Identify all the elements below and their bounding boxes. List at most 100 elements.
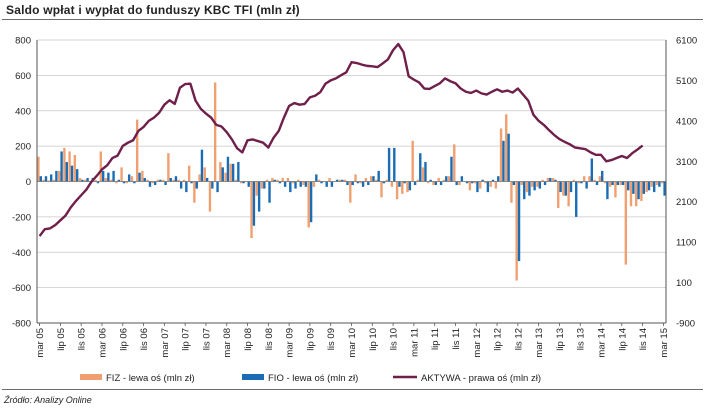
fio-bar — [325, 181, 328, 187]
fio-bar — [122, 181, 126, 184]
aktywa-line — [38, 42, 644, 237]
fio-bar — [361, 181, 365, 187]
x-tick-label: mar 05 — [35, 328, 46, 358]
left-tick-label: -200 — [12, 212, 31, 223]
fio-bar — [148, 181, 152, 187]
fiz-bar — [83, 179, 87, 182]
fio-bar — [309, 181, 313, 223]
fio-bar — [663, 181, 666, 196]
fio-bar — [263, 181, 266, 189]
fio-bar — [387, 147, 391, 182]
x-tick-label: mar 07 — [160, 328, 171, 358]
x-tick-label: mar 11 — [409, 328, 420, 357]
fio-bar — [315, 174, 318, 182]
fiz-bar — [432, 181, 435, 186]
fio-bar — [424, 162, 427, 182]
fiz-bar — [359, 181, 362, 184]
right-tick-label: 100 — [676, 278, 692, 289]
right-tick-label: -900 — [676, 319, 695, 330]
fio-bar — [195, 181, 198, 189]
fiz-bar — [421, 167, 425, 182]
fiz-bar — [447, 176, 451, 182]
fiz-bar — [328, 177, 331, 182]
x-tick-label: lis 12 — [513, 328, 524, 350]
x-tick-label: lip 10 — [368, 328, 379, 351]
fiz-bar — [598, 176, 602, 182]
fio-bar — [616, 181, 620, 186]
fiz-bar — [42, 179, 45, 182]
fio-bar — [393, 147, 396, 182]
fio-bar — [632, 181, 635, 194]
fio-bar — [205, 177, 209, 182]
fio-bar — [621, 181, 625, 186]
fio-bar — [642, 181, 645, 194]
left-tick-label: -400 — [12, 248, 31, 259]
fiz-bar — [104, 177, 108, 182]
fiz-bar — [177, 179, 180, 182]
x-tick-label: lip 09 — [305, 328, 316, 351]
fio-bar — [174, 176, 178, 182]
fiz-bar — [546, 177, 550, 182]
x-tick-label: lis 11 — [451, 328, 462, 349]
fio-bar — [268, 181, 271, 203]
x-tick-label: mar 09 — [285, 328, 296, 358]
fiz-bar — [510, 181, 513, 203]
fio-bar — [413, 181, 417, 186]
fio-bar — [611, 181, 614, 186]
fio-bar — [299, 181, 302, 187]
fio-bar — [252, 181, 256, 226]
fio-bar — [502, 140, 505, 182]
x-tick-label: lis 05 — [77, 328, 88, 350]
fio-bar — [117, 179, 120, 182]
fiz-bar — [369, 176, 373, 182]
fio-bar — [330, 181, 334, 187]
fiz-bar — [260, 181, 264, 189]
fiz-bar — [198, 174, 201, 182]
x-tick-label: lis 09 — [326, 328, 337, 350]
legend-label: FIO - lewa oś (mln zł) — [268, 373, 358, 384]
fio-bar — [491, 179, 495, 182]
right-tick-label: 6100 — [676, 36, 697, 47]
fiz-bar — [609, 181, 612, 187]
x-tick-label: lis 06 — [139, 328, 150, 350]
left-tick-label: 800 — [15, 36, 31, 47]
left-tick-label: 0 — [26, 177, 31, 188]
fiz-bar — [172, 179, 175, 182]
fiz-bar — [47, 180, 50, 182]
fio-bar — [133, 181, 136, 184]
fiz-bar — [208, 181, 212, 212]
fiz-bar — [484, 181, 487, 184]
fiz-bar — [312, 181, 316, 187]
fiz-bar — [494, 181, 498, 189]
fiz-bar — [37, 156, 40, 182]
fio-bar — [179, 181, 183, 189]
right-tick-label: 4100 — [676, 116, 697, 127]
fiz-bar — [531, 181, 534, 187]
fiz-bar — [250, 181, 253, 239]
fiz-bar — [619, 181, 622, 186]
fiz-bar — [557, 181, 560, 209]
fiz-bar — [655, 181, 659, 186]
x-tick-label: mar 12 — [472, 328, 483, 358]
fiz-bar — [427, 181, 430, 184]
fio-bar — [658, 181, 661, 187]
fio-bar — [346, 181, 349, 186]
fiz-bar — [406, 181, 409, 193]
fio-bar — [507, 133, 510, 182]
fio-bar — [65, 162, 68, 182]
fio-bar — [590, 158, 594, 182]
fio-bar — [44, 176, 48, 182]
fiz-bar — [291, 181, 295, 184]
fiz-bar — [343, 179, 347, 182]
fiz-bar — [479, 181, 482, 189]
fiz-bar — [234, 179, 238, 182]
legend-label: AKTYWA - prawa oś (mln zł) — [421, 373, 541, 384]
fio-bar — [231, 163, 235, 182]
fio-bar — [455, 181, 458, 186]
fio-bar — [476, 181, 479, 193]
fiz-bar — [375, 179, 378, 182]
fio-bar — [549, 177, 552, 182]
fio-bar — [216, 181, 219, 193]
fio-bar — [517, 181, 521, 262]
